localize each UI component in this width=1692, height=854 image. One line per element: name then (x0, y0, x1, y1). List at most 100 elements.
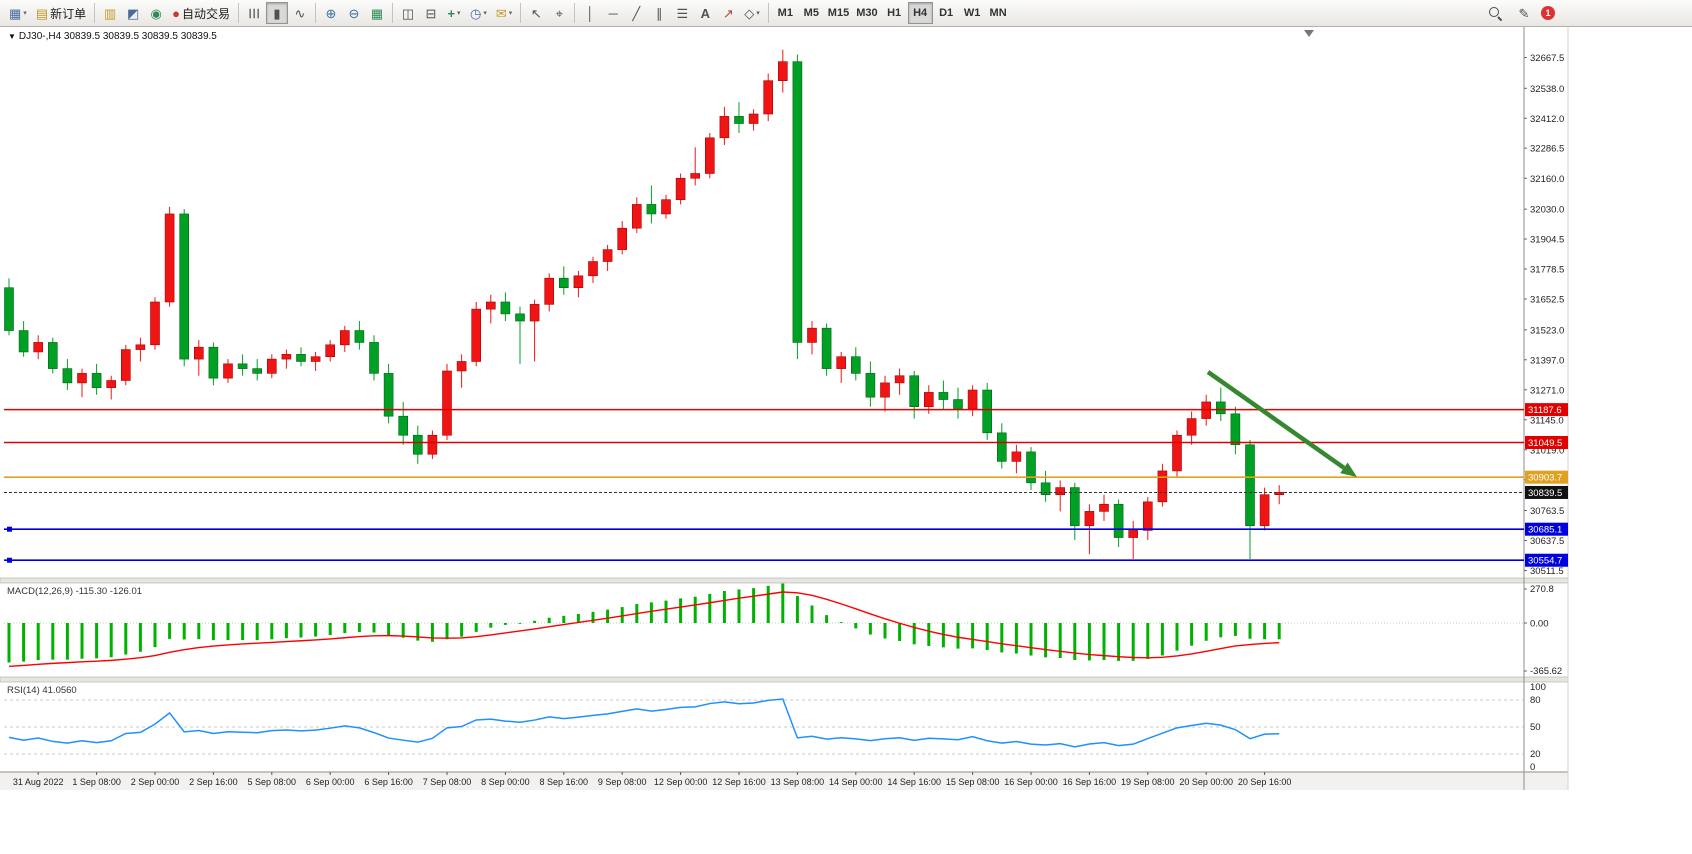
new-chart-icon: ▦ (9, 5, 22, 21)
timeframe-h4-button[interactable]: H4 (907, 2, 933, 24)
timeframe-d1-button[interactable]: D1 (934, 2, 959, 24)
auto-trading-button[interactable]: ● 自动交易 (168, 2, 234, 24)
svg-text:31145.0: 31145.0 (1530, 415, 1564, 426)
svg-text:31904.5: 31904.5 (1530, 235, 1564, 246)
toolbar-separator (315, 3, 316, 23)
zoom-out-button[interactable]: ⊖ (343, 2, 365, 24)
add-indicator-button[interactable]: + ▾ (443, 2, 465, 24)
svg-text:31652.5: 31652.5 (1530, 295, 1564, 306)
shapes-tool-button[interactable]: ◇ ▾ (740, 2, 764, 24)
zoom-in-button[interactable]: ⊕ (320, 2, 342, 24)
arrange-windows-icon: ⊟ (425, 5, 437, 21)
chevron-down-icon: ▾ (508, 10, 513, 17)
chart-shift-marker[interactable] (1304, 30, 1314, 37)
toolbar-separator (767, 3, 769, 23)
svg-text:32667.5: 32667.5 (1530, 53, 1564, 64)
svg-text:31049.5: 31049.5 (1528, 438, 1562, 449)
timeframe-mn-button[interactable]: MN (986, 2, 1011, 24)
svg-text:20: 20 (1530, 749, 1541, 760)
svg-text:32538.0: 32538.0 (1530, 84, 1564, 95)
trendline-button[interactable]: ╱ (625, 2, 647, 24)
arrows-tool-button[interactable]: ↗ (717, 2, 739, 24)
time-label: 16 Sep 00:00 (1004, 777, 1058, 787)
horizontal-line-button[interactable]: ─ (602, 2, 624, 24)
price-level-lines[interactable] (4, 408, 1524, 563)
svg-text:80: 80 (1530, 695, 1541, 706)
time-label: 6 Sep 16:00 (364, 777, 413, 787)
new-order-button[interactable]: ▤ 新订单 (32, 2, 90, 24)
toolbar-separator (392, 3, 393, 23)
vertical-line-button[interactable]: │ (579, 2, 601, 24)
svg-text:270.8: 270.8 (1530, 584, 1554, 595)
navigator-button[interactable]: ◩ (122, 2, 144, 24)
price-scale[interactable]: 32667.5 32538.0 32412.0 32286.5 32160.0 32030… (1524, 53, 1568, 773)
notification-badge[interactable]: 1 (1541, 6, 1555, 20)
candles-chart-button: ▮ (266, 2, 288, 24)
timeframe-m15-button[interactable]: M15 (825, 2, 852, 24)
envelope-icon: ✉ (495, 5, 507, 21)
time-label: 2 Sep 00:00 (131, 777, 180, 787)
new-order-label: 新订单 (50, 6, 87, 21)
terminal-button[interactable]: ◉ (145, 2, 167, 24)
timeframe-h1-button[interactable]: H1 (882, 2, 907, 24)
search-icon (1488, 6, 1503, 21)
cascade-windows-button[interactable]: ◫ (397, 2, 419, 24)
terminal-icon: ◉ (150, 5, 162, 21)
svg-text:31019.0: 31019.0 (1530, 445, 1564, 456)
bars-chart-button[interactable]: ☰ (243, 2, 265, 24)
cursor-button[interactable]: ↖ (525, 2, 547, 24)
time-label: 12 Sep 00:00 (654, 777, 708, 787)
svg-text:31523.0: 31523.0 (1530, 325, 1564, 336)
svg-text:100: 100 (1530, 682, 1546, 693)
toolbar-separator (94, 3, 96, 23)
text-tool-button[interactable]: A (694, 2, 716, 24)
period-button[interactable]: ◷ ▾ (466, 2, 491, 24)
svg-text:50: 50 (1530, 722, 1541, 733)
add-indicator-icon: + (447, 5, 456, 21)
search-button[interactable] (1484, 2, 1507, 24)
crosshair-icon: ⌖ (555, 5, 563, 21)
shapes-tool-icon: ◇ (744, 5, 755, 21)
crosshair-button[interactable]: ⌖ (548, 2, 570, 24)
time-label: 15 Sep 08:00 (946, 777, 1000, 787)
rsi-line (8, 698, 1280, 748)
channel-button[interactable]: ∥ (648, 2, 670, 24)
tile-windows-button[interactable]: ▦ (366, 2, 388, 24)
time-label: 13 Sep 08:00 (771, 777, 825, 787)
tile-windows-icon: ▦ (370, 5, 384, 21)
svg-text:30637.5: 30637.5 (1530, 536, 1564, 547)
auto-trading-label: 自动交易 (181, 6, 230, 21)
zoom-in-icon: ⊕ (325, 5, 337, 21)
arrange-windows-button[interactable]: ⊟ (420, 2, 442, 24)
edit-button[interactable]: ✎ (1513, 2, 1535, 24)
rsi-level-lines (4, 699, 1524, 755)
svg-text:0: 0 (1530, 762, 1535, 773)
vertical-line-icon: │ (586, 5, 595, 21)
toolbar-separator (238, 3, 239, 23)
market-watch-button[interactable]: ▥ (99, 2, 121, 24)
new-chart-button[interactable]: ▦ ▾ (5, 2, 31, 24)
arrow-annotation[interactable] (1206, 370, 1357, 477)
timeframe-m30-button[interactable]: M30 (853, 2, 880, 24)
text-tool-icon: A (700, 5, 710, 21)
svg-text:31187.6: 31187.6 (1528, 405, 1562, 416)
bars-chart-icon: ☰ (246, 7, 262, 19)
chart-title: ▼ DJ30-,H4 30839.5 30839.5 30839.5 30839.… (8, 31, 217, 42)
timeframe-m5-button[interactable]: M5 (799, 2, 824, 24)
svg-text:32286.5: 32286.5 (1530, 144, 1564, 155)
line-chart-button[interactable]: ∿ (289, 2, 311, 24)
svg-text:30511.5: 30511.5 (1530, 566, 1564, 577)
time-axis-labels[interactable]: 31 Aug 2022 1 Sep 08:00 2 Sep 00:00 2 Sep 1… (13, 772, 1291, 787)
fibonacci-button[interactable]: ☰ (671, 2, 693, 24)
time-axis[interactable] (0, 772, 1568, 790)
time-label: 8 Sep 00:00 (481, 777, 530, 787)
macd-signal-line (8, 591, 1280, 668)
candles-chart-icon: ▮ (273, 5, 281, 21)
time-label: 9 Sep 08:00 (598, 777, 647, 787)
timeframe-m1-button[interactable]: M1 (773, 2, 798, 24)
timeframe-w1-button[interactable]: W1 (960, 2, 985, 24)
time-label: 1 Sep 08:00 (72, 777, 121, 787)
template-button[interactable]: ✉ ▾ (492, 2, 516, 24)
